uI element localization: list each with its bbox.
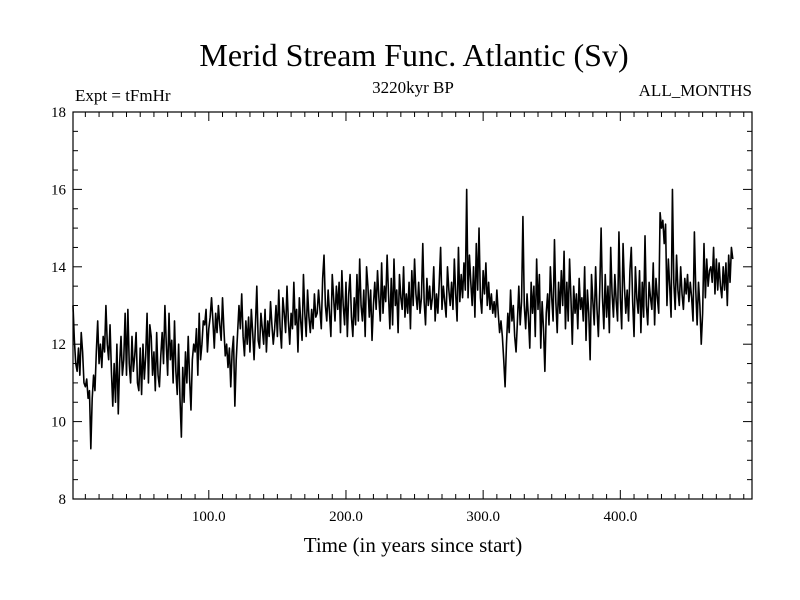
x-tick-label: 100.0 [192,509,226,525]
y-tick-label: 10 [51,415,66,431]
axis-ticks [73,111,752,500]
experiment-label: Expt = tFmHr [75,86,171,105]
y-tick-labels: 8 10 12 14 16 18 [51,105,67,508]
x-tick-label: 300.0 [466,509,500,525]
x-tick-labels: 100.0 200.0 300.0 400.0 [192,509,637,525]
y-tick-label: 12 [51,337,66,353]
y-tick-label: 14 [51,260,67,276]
y-tick-label: 8 [59,492,67,508]
y-tick-label: 16 [51,182,67,198]
season-label: ALL_MONTHS [639,81,752,100]
x-tick-label: 200.0 [329,509,363,525]
y-tick-label: 18 [51,105,66,121]
x-tick-label: 400.0 [603,509,637,525]
x-axis-label: Time (in years since start) [304,533,523,557]
chart-title: Merid Stream Func. Atlantic (Sv) [199,37,628,73]
period-label: 3220kyr BP [372,78,454,97]
series-line [72,188,734,450]
